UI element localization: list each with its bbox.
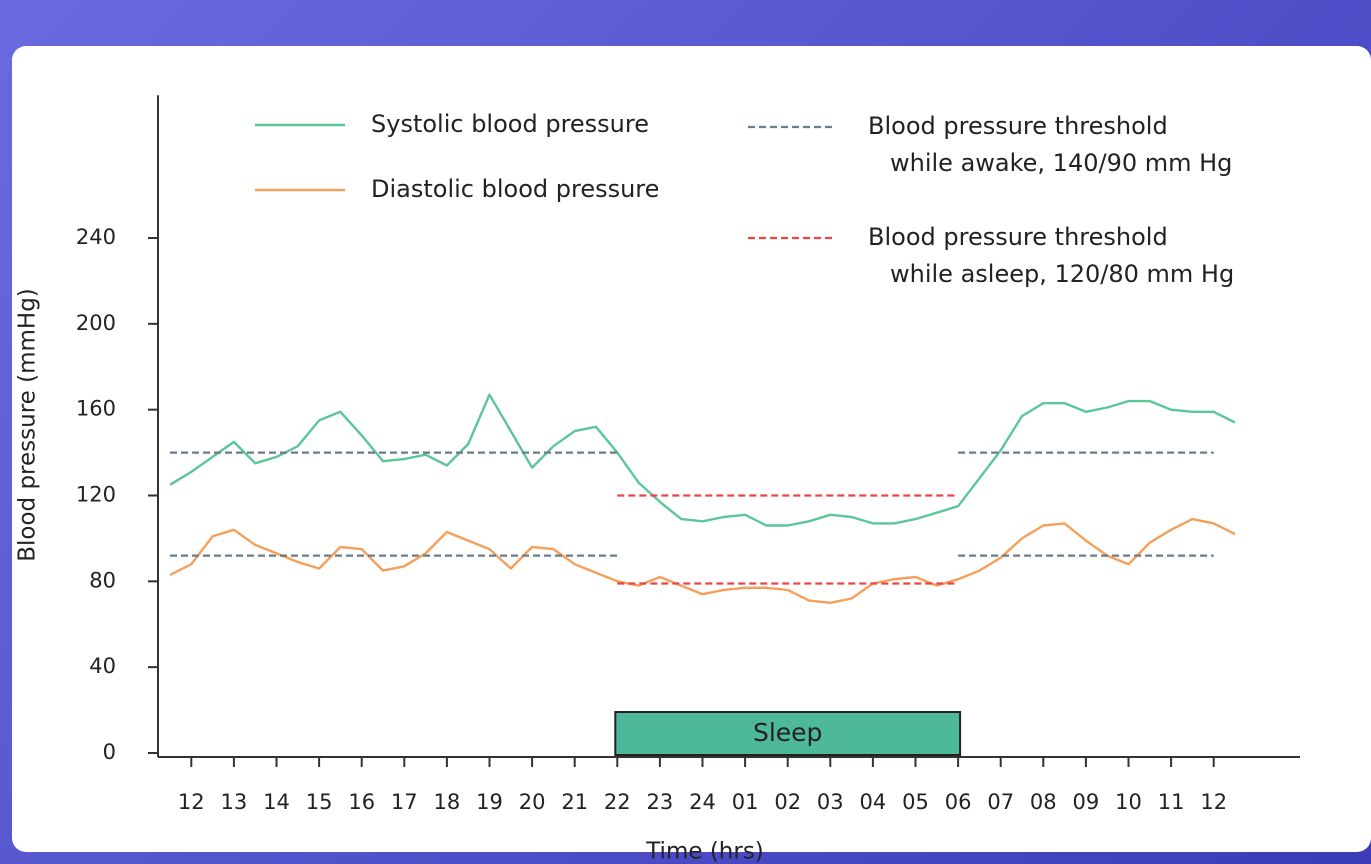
y-tick-label: 40 bbox=[89, 654, 116, 678]
y-tick-label: 80 bbox=[89, 568, 116, 592]
x-tick-label: 12 bbox=[1200, 790, 1227, 814]
legend-label: while awake, 140/90 mm Hg bbox=[890, 149, 1232, 177]
x-tick-label: 22 bbox=[604, 790, 631, 814]
x-tick-label: 24 bbox=[689, 790, 716, 814]
x-tick-label: 21 bbox=[561, 790, 588, 814]
x-tick-label: 07 bbox=[987, 790, 1014, 814]
y-tick-label: 120 bbox=[76, 483, 116, 507]
legend-label: Blood pressure threshold bbox=[868, 112, 1168, 140]
legend-label: Blood pressure threshold bbox=[868, 223, 1168, 251]
x-tick-label: 17 bbox=[391, 790, 418, 814]
series-line bbox=[169, 517, 1236, 604]
legend-label: Systolic blood pressure bbox=[371, 110, 649, 138]
x-tick-label: 03 bbox=[817, 790, 844, 814]
legend-label: Diastolic blood pressure bbox=[371, 175, 659, 203]
y-axis-label: Blood pressure (mmHg) bbox=[15, 288, 41, 562]
x-tick-label: 06 bbox=[945, 790, 972, 814]
x-axis-label: Time (hrs) bbox=[645, 839, 764, 864]
x-tick-label: 15 bbox=[306, 790, 333, 814]
x-tick-label: 09 bbox=[1073, 790, 1100, 814]
x-tick-label: 19 bbox=[476, 790, 503, 814]
y-tick-label: 160 bbox=[76, 397, 116, 421]
x-tick-label: 18 bbox=[434, 790, 461, 814]
x-tick-label: 04 bbox=[860, 790, 887, 814]
x-tick-label: 02 bbox=[774, 790, 801, 814]
x-tick-label: 13 bbox=[221, 790, 248, 814]
x-tick-label: 08 bbox=[1030, 790, 1057, 814]
sleep-label: Sleep bbox=[753, 718, 822, 747]
chart-background bbox=[12, 46, 1371, 852]
x-tick-label: 16 bbox=[348, 790, 375, 814]
x-tick-label: 14 bbox=[263, 790, 290, 814]
x-tick-label: 11 bbox=[1158, 790, 1185, 814]
x-tick-label: 10 bbox=[1115, 790, 1142, 814]
y-tick-label: 200 bbox=[76, 311, 116, 335]
series-line bbox=[169, 393, 1236, 527]
x-tick-label: 12 bbox=[178, 790, 205, 814]
x-tick-label: 23 bbox=[647, 790, 674, 814]
x-tick-label: 05 bbox=[902, 790, 929, 814]
x-tick-label: 20 bbox=[519, 790, 546, 814]
y-tick-label: 240 bbox=[76, 225, 116, 249]
y-tick-label: 0 bbox=[103, 740, 116, 764]
x-tick-label: 01 bbox=[732, 790, 759, 814]
legend-label: while asleep, 120/80 mm Hg bbox=[890, 260, 1234, 288]
sleep-band bbox=[614, 711, 962, 756]
